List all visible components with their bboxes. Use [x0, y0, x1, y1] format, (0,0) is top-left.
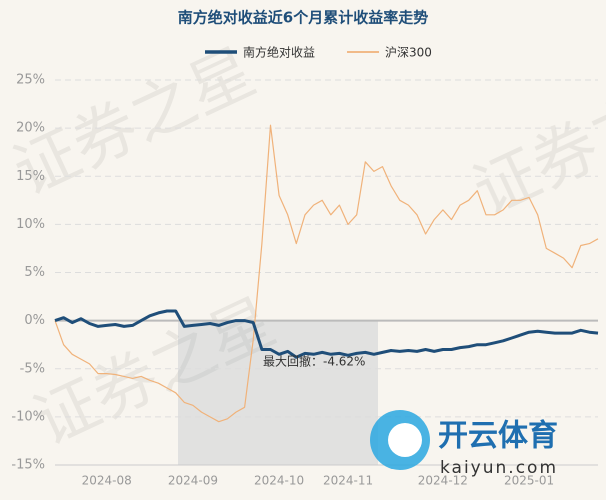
x-tick-label: 2024-09 [168, 474, 218, 488]
drawdown-region [178, 321, 378, 465]
y-tick-label: 5% [24, 265, 45, 280]
x-tick-label: 2024-10 [254, 474, 304, 488]
y-tick-label: 25% [16, 73, 45, 88]
y-tick-label: 20% [16, 121, 45, 136]
x-tick-label: 2024-08 [82, 474, 132, 488]
drawdown-label: 最大回撤：-4.62% [263, 354, 365, 369]
x-tick-label: 2024-11 [323, 474, 373, 488]
legend-label: 沪深300 [385, 46, 432, 60]
y-tick-label: 0% [24, 313, 45, 328]
plot: -15% -10% -5% 0% 5% 10% 15% 20% 25% 2024-08 2024-0… [11, 73, 599, 488]
logo-url: kaiyun.com [440, 458, 558, 478]
logo-ball [388, 423, 422, 457]
logo: 开云体育 kaiyun.com [370, 410, 558, 478]
y-tick-label: 15% [16, 169, 45, 184]
series-line [54, 309, 599, 359]
logo-text: 开云体育 [438, 419, 558, 454]
series-line [54, 124, 599, 423]
y-tick-label: 10% [16, 217, 45, 232]
x-tick-label: 2024-12 [418, 474, 468, 488]
y-tick-label: -10% [11, 409, 45, 424]
chart-title: 南方绝对收益近6个月累计收益率走势 [178, 9, 428, 27]
y-tick-label: -15% [11, 458, 45, 473]
x-tick-label: 2025-01 [504, 474, 554, 488]
y-tick-label: -5% [20, 361, 45, 376]
legend-label: 南方绝对收益 [243, 45, 315, 60]
